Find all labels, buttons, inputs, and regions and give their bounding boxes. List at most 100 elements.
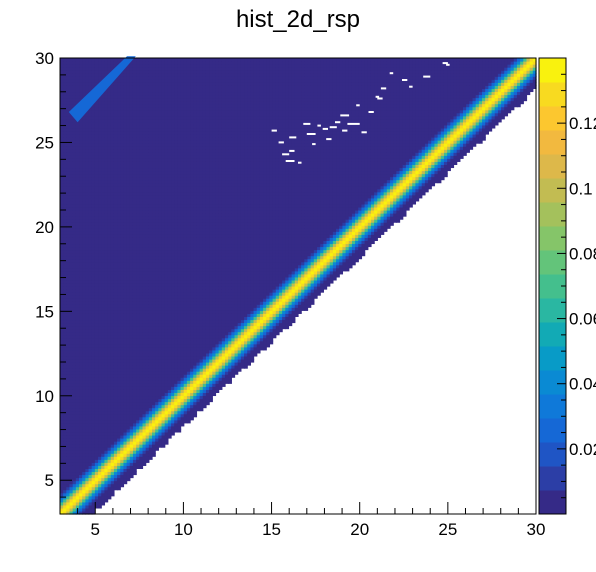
- heatmap-cell: [88, 313, 93, 317]
- heatmap-cell: [66, 121, 71, 126]
- heatmap-cell: [60, 304, 64, 308]
- heatmap-cell: [161, 398, 166, 403]
- heatmap-cell: [117, 124, 121, 129]
- heatmap-cell: [117, 386, 121, 390]
- heatmap-cell: [79, 362, 83, 366]
- heatmap-cell: [142, 316, 147, 321]
- heatmap-cell: [101, 197, 106, 202]
- heatmap-cell: [132, 298, 137, 302]
- heatmap-cell: [104, 249, 109, 254]
- heatmap-cell: [107, 276, 112, 281]
- heatmap-cell: [136, 188, 140, 193]
- heatmap-cell: [152, 240, 156, 245]
- heatmap-cell: [120, 158, 125, 162]
- heatmap-cell: [94, 438, 99, 442]
- heatmap-cell: [82, 194, 86, 199]
- heatmap-cell: [107, 64, 112, 68]
- heatmap-cell: [82, 453, 86, 457]
- heatmap-cell: [98, 267, 102, 272]
- heatmap-cell: [136, 155, 140, 159]
- heatmap-cell: [91, 495, 96, 500]
- heatmap-cell: [152, 170, 156, 175]
- heatmap-cell: [120, 474, 125, 479]
- heatmap-cell: [107, 310, 112, 314]
- heatmap-cell: [110, 444, 115, 448]
- heatmap-cell: [155, 225, 159, 229]
- heatmap-cell: [123, 346, 128, 351]
- heatmap-cell: [94, 231, 99, 235]
- heatmap-cell: [91, 374, 96, 378]
- heatmap-cell: [75, 468, 80, 473]
- heatmap-cell: [101, 100, 106, 105]
- heatmap-cell: [152, 225, 156, 229]
- heatmap-cell: [152, 316, 156, 321]
- heatmap-cell: [158, 213, 163, 217]
- heatmap-cell: [82, 286, 86, 290]
- heatmap-cell: [142, 328, 147, 333]
- heatmap-cell: [98, 355, 102, 360]
- heatmap-cell: [120, 428, 125, 433]
- heatmap-cell: [145, 191, 150, 196]
- heatmap-cell: [98, 434, 102, 439]
- heatmap-cell: [88, 459, 93, 463]
- heatmap-cell: [66, 392, 71, 397]
- heatmap-cell: [72, 130, 77, 135]
- heatmap-cell: [104, 64, 109, 68]
- heatmap-cell: [85, 231, 90, 235]
- heatmap-cell: [69, 279, 74, 284]
- heatmap-cell: [88, 416, 93, 421]
- heatmap-cell: [126, 206, 131, 211]
- heatmap-cell: [113, 182, 118, 187]
- heatmap-cell: [161, 176, 166, 181]
- heatmap-cell: [69, 289, 74, 293]
- heatmap-cell: [155, 143, 159, 147]
- heatmap-cell: [63, 507, 67, 512]
- heatmap-cell: [66, 307, 71, 311]
- heatmap-cell: [85, 85, 90, 89]
- heatmap-cell: [152, 91, 156, 96]
- heatmap-cell: [69, 377, 74, 381]
- heatmap-cell: [85, 91, 90, 96]
- heatmap-cell: [79, 173, 83, 178]
- heatmap-cell: [120, 222, 125, 226]
- heatmap-cell: [79, 380, 83, 384]
- heatmap-cell: [75, 422, 80, 427]
- heatmap-cell: [164, 146, 169, 150]
- heatmap-cell: [126, 307, 131, 311]
- heatmap-cell: [110, 401, 115, 406]
- heatmap-cell: [104, 444, 109, 448]
- heatmap-cell: [107, 210, 112, 214]
- heatmap-cell: [94, 143, 99, 147]
- heatmap-cell: [72, 337, 77, 342]
- heatmap-cell: [129, 182, 134, 187]
- heatmap-cell: [107, 410, 112, 415]
- heatmap-cell: [110, 407, 115, 412]
- heatmap-cell: [155, 392, 159, 397]
- heatmap-cell: [94, 252, 99, 257]
- heatmap-cell: [104, 346, 109, 351]
- heatmap-cell: [120, 124, 125, 129]
- heatmap-cell: [120, 88, 125, 93]
- heatmap-cell: [75, 428, 80, 433]
- heatmap-cell: [91, 328, 96, 333]
- heatmap-cell: [60, 319, 64, 324]
- heatmap-cell: [136, 398, 140, 403]
- heatmap-cell: [129, 456, 134, 460]
- heatmap-cell: [63, 450, 67, 454]
- heatmap-cell: [107, 492, 112, 497]
- heatmap-cell: [107, 231, 112, 235]
- heatmap-cell: [152, 419, 156, 424]
- heatmap-cell: [107, 346, 112, 351]
- heatmap-cell: [164, 410, 169, 415]
- heatmap-cell: [82, 374, 86, 378]
- heatmap-cell: [60, 322, 64, 327]
- heatmap-cell: [136, 441, 140, 445]
- heatmap-cell: [66, 100, 71, 105]
- heatmap-cell: [107, 380, 112, 384]
- heatmap-cell: [82, 474, 86, 479]
- heatmap-cell: [79, 276, 83, 281]
- heatmap-cell: [104, 292, 109, 296]
- heatmap-cell: [79, 94, 83, 99]
- heatmap-cell: [117, 130, 121, 135]
- heatmap-cell: [94, 267, 99, 272]
